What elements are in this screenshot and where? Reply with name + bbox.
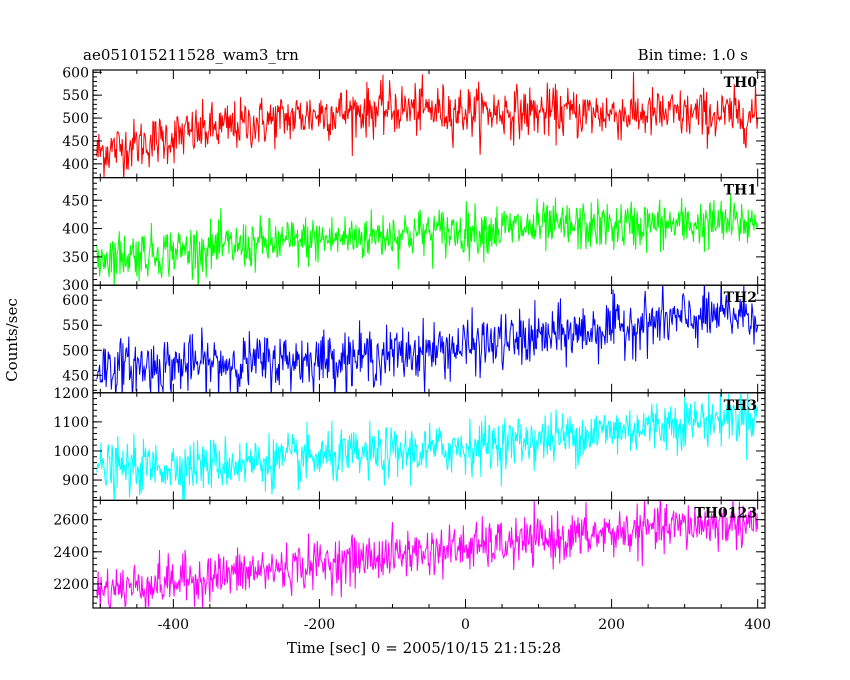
y-tick-label: 500: [62, 343, 89, 359]
y-tick-label: 550: [62, 318, 89, 334]
y-tick-label: 600: [62, 65, 89, 81]
x-tick-label: -400: [158, 617, 189, 633]
x-tick-label: 200: [598, 617, 625, 633]
panels: 400 450 500 550 600 TH0 300 350 400 450 TH1 450 500 5…: [53, 65, 771, 633]
y-tick-label: 350: [62, 250, 89, 266]
panel-label-th2: TH2: [724, 290, 757, 306]
y-axis-title: Counts/sec: [3, 298, 21, 382]
y-tick-label: 450: [62, 193, 89, 209]
y-tick-label: 2600: [53, 513, 89, 529]
y-tick-label: 400: [62, 157, 89, 173]
y-tick-label: 2400: [53, 545, 89, 561]
panel-frame: [92, 284, 766, 394]
series-line-th2: [96, 285, 759, 393]
series-line-th0: [96, 71, 759, 178]
y-tick-label: 450: [62, 368, 89, 384]
y-tick-label: 500: [62, 111, 89, 127]
y-tick-label: 2200: [53, 577, 89, 593]
y-tick-label: 1200: [53, 386, 89, 402]
panel-th0: 400 450 500 550 600 TH0: [62, 65, 766, 179]
chart-title-left: ae051015211528_wam3_trn: [83, 46, 299, 64]
x-tick-label: 0: [461, 617, 470, 633]
panel-label-th3: TH3: [724, 398, 757, 414]
series-line-th1: [96, 194, 759, 286]
y-tick-label: 300: [62, 278, 89, 294]
panel-label-th0: TH0: [724, 75, 758, 91]
x-tick-label: 400: [744, 617, 771, 633]
y-tick-label: 1000: [53, 444, 89, 460]
series-line-th3: [96, 392, 759, 501]
x-axis-title: Time [sec] 0 = 2005/10/15 21:15:28: [287, 639, 561, 657]
panel-frame: [92, 69, 766, 179]
series-line-th0123: [96, 500, 759, 608]
chart-title-right: Bin time: 1.0 s: [638, 46, 748, 64]
y-tick-label: 1100: [53, 415, 89, 431]
y-tick-label: 450: [62, 134, 89, 150]
panel-th2: 450 500 550 600 TH2: [62, 284, 766, 394]
y-tick-label: 550: [62, 88, 89, 104]
panel-label-th1: TH1: [724, 183, 757, 199]
y-tick-label: 600: [62, 293, 89, 309]
panel-label-th0123: TH0123: [694, 505, 757, 521]
y-tick-label: 400: [62, 222, 89, 238]
panel-th1: 300 350 400 450 TH1: [62, 177, 766, 294]
panel-th3: 900 1000 1100 1200 TH3: [53, 386, 766, 501]
x-tick-label: -200: [304, 617, 335, 633]
panel-th0123: 2200 2400 2600 TH0123 -400 -200 0 200 400: [53, 499, 771, 633]
y-tick-label: 900: [62, 473, 89, 489]
